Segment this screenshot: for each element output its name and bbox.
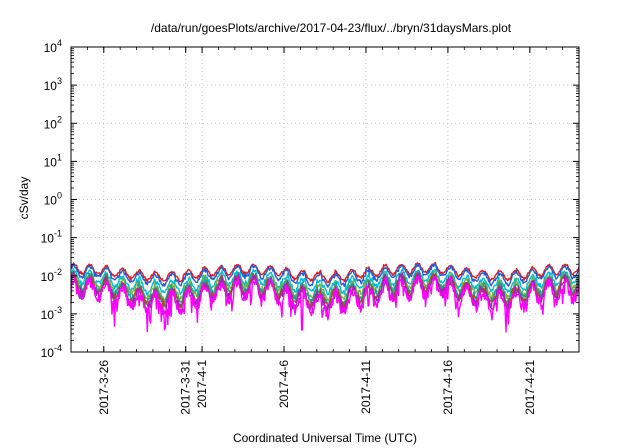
x-tick-label: 2017-4-21 [523, 360, 537, 415]
series-line [70, 275, 580, 333]
y-tick-label: 10-2 [41, 267, 62, 284]
y-tick-label: 10-1 [41, 229, 62, 246]
y-axis: 10-4 10-3 10-2 10-1 100 101 102 103 104 [41, 38, 579, 360]
y-axis-label: cSv/day [17, 177, 31, 220]
x-axis-label: Coordinated Universal Time (UTC) [233, 431, 417, 445]
x-tick-label: 2017-4-16 [441, 360, 455, 415]
x-axis: 2017-3-26 2017-3-31 2017-4-1 2017-4-6 2017-4… [70, 47, 580, 415]
y-tick-label: 103 [44, 76, 62, 93]
y-tick-label: 10-3 [41, 305, 62, 322]
x-tick-label: 2017-4-6 [277, 360, 291, 408]
y-tick-label: 100 [44, 191, 62, 208]
x-tick-label: 2017-4-11 [359, 360, 373, 414]
series-line [70, 268, 580, 296]
series-line [70, 261, 580, 284]
y-tick-label: 102 [44, 114, 62, 131]
y-tick-label: 101 [44, 152, 62, 169]
y-tick-label: 104 [44, 38, 62, 55]
series-group [70, 261, 580, 333]
x-tick-label: 2017-3-31 [179, 360, 193, 415]
y-tick-label: 10-4 [41, 343, 62, 360]
series-line [70, 262, 580, 288]
x-tick-label: 2017-4-1 [195, 360, 209, 408]
chart-title: /data/run/goesPlots/archive/2017-04-23/f… [151, 21, 512, 35]
series-line [70, 272, 580, 311]
x-tick-label: 2017-3-26 [97, 360, 111, 415]
